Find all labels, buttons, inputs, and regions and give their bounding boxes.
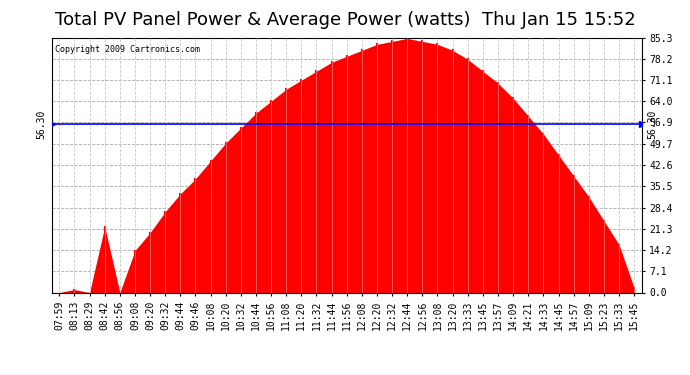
Text: 56.30: 56.30 [36,110,46,139]
Text: Total PV Panel Power & Average Power (watts)  Thu Jan 15 15:52: Total PV Panel Power & Average Power (wa… [55,11,635,29]
Text: Copyright 2009 Cartronics.com: Copyright 2009 Cartronics.com [55,45,199,54]
Text: 56.30: 56.30 [647,110,658,139]
